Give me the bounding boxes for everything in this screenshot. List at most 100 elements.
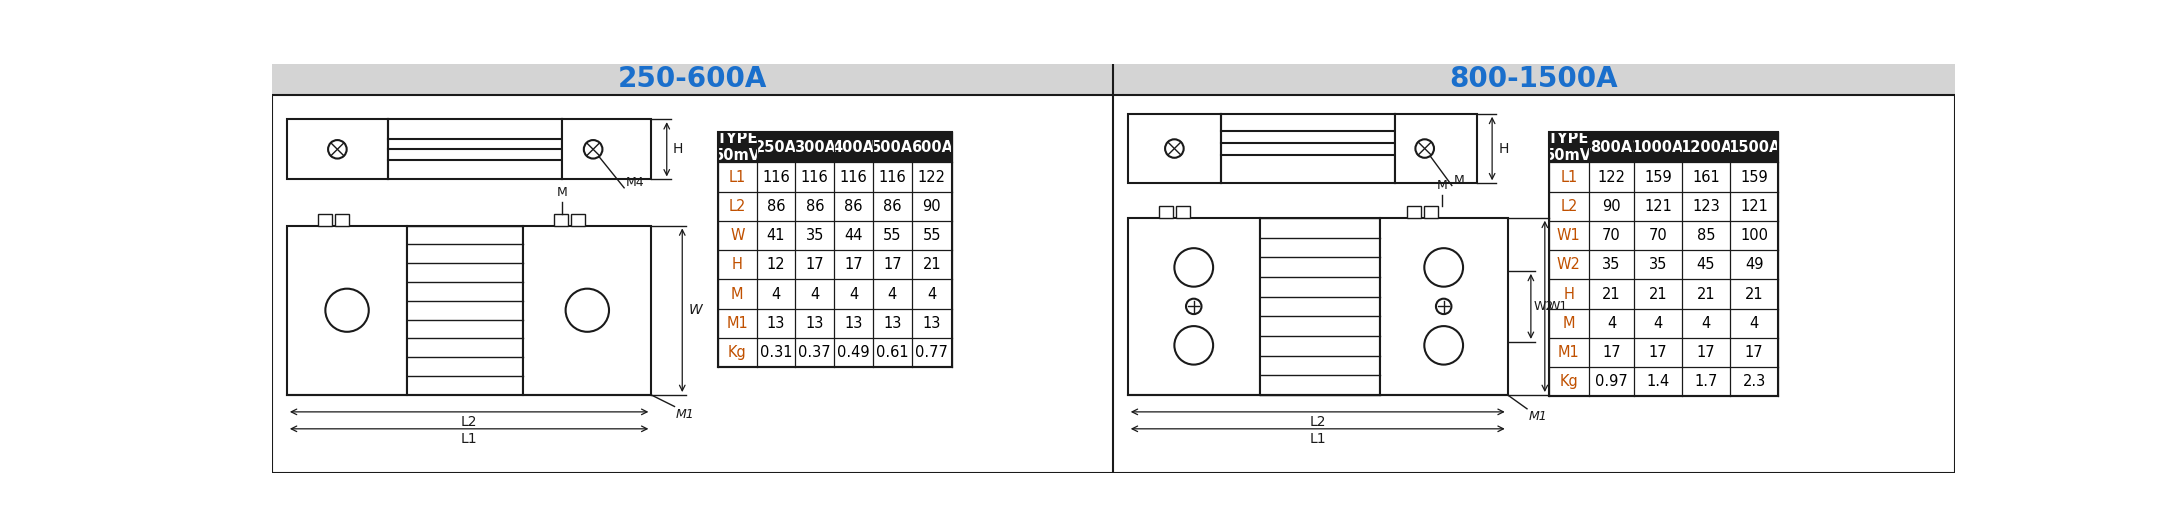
Text: 17: 17: [1603, 345, 1620, 360]
Circle shape: [1175, 326, 1214, 364]
Text: 400A: 400A: [832, 139, 875, 154]
Text: 70: 70: [1649, 228, 1668, 243]
Circle shape: [1175, 248, 1214, 287]
Text: 86: 86: [884, 199, 901, 214]
Text: L1: L1: [1310, 432, 1327, 446]
Circle shape: [565, 289, 608, 332]
Text: 250A: 250A: [756, 139, 797, 154]
Text: 0.31: 0.31: [760, 345, 793, 360]
Text: 21: 21: [1744, 287, 1764, 302]
Bar: [1549, 131, 1779, 396]
Bar: [1549, 279, 1779, 309]
Bar: [317, 214, 332, 226]
Text: L2: L2: [460, 415, 478, 429]
Text: 500A: 500A: [871, 139, 914, 154]
Bar: [719, 279, 951, 309]
Text: 116: 116: [801, 170, 830, 185]
Text: 35: 35: [1649, 257, 1668, 272]
Text: 44: 44: [845, 228, 862, 243]
Text: 21: 21: [1696, 287, 1716, 302]
Text: 4: 4: [771, 287, 780, 302]
Text: Kg: Kg: [1559, 375, 1579, 389]
Text: 121: 121: [1644, 199, 1672, 214]
Text: L1: L1: [728, 170, 745, 185]
Text: 17: 17: [806, 257, 823, 272]
Bar: [1407, 206, 1420, 218]
Bar: [719, 131, 951, 367]
Text: 17: 17: [845, 257, 862, 272]
Bar: [1549, 309, 1779, 338]
Text: 0.61: 0.61: [875, 345, 908, 360]
Bar: [523, 226, 652, 395]
Text: 4: 4: [1607, 316, 1616, 331]
Text: 90: 90: [1603, 199, 1620, 214]
Text: 17: 17: [1649, 345, 1668, 360]
Text: 250-600A: 250-600A: [617, 65, 767, 93]
Text: 600A: 600A: [910, 139, 954, 154]
Text: 4: 4: [1701, 316, 1712, 331]
Text: 13: 13: [884, 316, 901, 331]
Bar: [719, 309, 951, 338]
Text: 123: 123: [1692, 199, 1720, 214]
Text: M4: M4: [626, 176, 645, 189]
Text: 116: 116: [762, 170, 791, 185]
Text: TYPE
50mV: TYPE 50mV: [1544, 131, 1592, 163]
Text: 4: 4: [927, 287, 936, 302]
Text: 116: 116: [877, 170, 906, 185]
Text: 85: 85: [1696, 228, 1716, 243]
Text: W2: W2: [1557, 257, 1581, 272]
Circle shape: [1416, 139, 1434, 158]
Circle shape: [1425, 326, 1464, 364]
Bar: [719, 162, 951, 192]
Bar: [1549, 131, 1779, 162]
Text: 1.7: 1.7: [1694, 375, 1718, 389]
Text: W: W: [730, 228, 745, 243]
Text: L1: L1: [460, 432, 478, 446]
Text: 159: 159: [1740, 170, 1768, 185]
Text: W1: W1: [1546, 300, 1568, 313]
Text: 35: 35: [806, 228, 823, 243]
Bar: [1549, 221, 1779, 250]
Text: L2: L2: [1559, 199, 1577, 214]
Text: 122: 122: [919, 170, 945, 185]
Text: M1: M1: [725, 316, 747, 331]
Text: 4: 4: [810, 287, 819, 302]
Text: 21: 21: [923, 257, 940, 272]
Bar: [334, 214, 350, 226]
Text: 0.49: 0.49: [836, 345, 869, 360]
Bar: [1549, 338, 1779, 367]
Text: L2: L2: [1310, 415, 1325, 429]
Bar: [563, 119, 652, 179]
Bar: [1549, 367, 1779, 396]
Text: M: M: [556, 186, 567, 198]
Text: 1200A: 1200A: [1679, 139, 1731, 154]
Bar: [719, 250, 951, 279]
Text: 100: 100: [1740, 228, 1768, 243]
Text: 86: 86: [845, 199, 862, 214]
Text: 161: 161: [1692, 170, 1720, 185]
Text: 159: 159: [1644, 170, 1672, 185]
Bar: [1425, 206, 1438, 218]
Bar: [1127, 114, 1221, 183]
Text: 86: 86: [806, 199, 823, 214]
Text: W2: W2: [1533, 300, 1553, 313]
Text: 4: 4: [1653, 316, 1662, 331]
Bar: [272, 64, 1955, 95]
Text: 49: 49: [1744, 257, 1764, 272]
Text: M1: M1: [1529, 410, 1546, 423]
Bar: [287, 119, 389, 179]
Text: H: H: [1499, 142, 1510, 155]
Bar: [1394, 114, 1477, 183]
Bar: [287, 226, 406, 395]
Text: 13: 13: [923, 316, 940, 331]
Text: 800-1500A: 800-1500A: [1449, 65, 1618, 93]
Circle shape: [1425, 248, 1464, 287]
Circle shape: [584, 140, 602, 159]
Bar: [1549, 250, 1779, 279]
Text: 55: 55: [884, 228, 901, 243]
Bar: [719, 338, 951, 367]
Bar: [1549, 192, 1779, 221]
Text: TYPE
50mV: TYPE 50mV: [715, 131, 760, 163]
Bar: [1260, 218, 1379, 395]
Bar: [1549, 162, 1779, 192]
